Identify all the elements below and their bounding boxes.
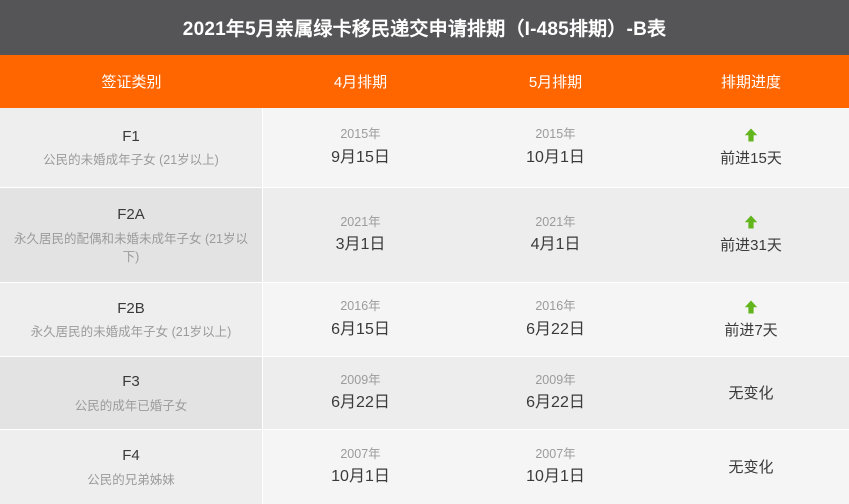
visa-category-code: F1 — [122, 127, 140, 145]
visa-category-code: F4 — [122, 447, 140, 465]
table-title-bar: 2021年5月亲属绿卡移民递交申请排期（I-485排期）-B表 — [0, 0, 849, 55]
cell-visa-category: F2A 永久居民的配偶和未婚未成年子女 (21岁以下) — [0, 188, 263, 282]
progress-label: 前进31天 — [720, 237, 782, 254]
cell-visa-category: F2B 永久居民的未婚成年子女 (21岁以上) — [0, 283, 263, 356]
cell-progress: 前进15天 — [653, 108, 849, 187]
progress-label: 前进7天 — [724, 321, 778, 339]
table-body: F1 公民的未婚成年子女 (21岁以上) 2015年 9月15日 2015年 1… — [0, 108, 849, 504]
april-date-year: 2016年 — [340, 299, 381, 314]
may-date-day: 6月22日 — [526, 394, 585, 412]
visa-category-code: F2A — [117, 206, 145, 224]
april-date-day: 6月22日 — [331, 394, 390, 412]
cell-progress: 前进31天 — [653, 188, 849, 282]
april-date-day: 10月1日 — [331, 468, 390, 486]
progress-label: 无变化 — [728, 458, 774, 476]
may-date-day: 6月22日 — [526, 320, 585, 338]
table-row: F4 公民的兄弟姊妹 2007年 10月1日 2007年 10月1日 无变化 — [0, 430, 849, 504]
table-row: F2A 永久居民的配偶和未婚未成年子女 (21岁以下) 2021年 3月1日 2… — [0, 188, 849, 283]
cell-visa-category: F1 公民的未婚成年子女 (21岁以上) — [0, 108, 263, 187]
cell-april-date: 2015年 9月15日 — [263, 108, 458, 187]
april-date-year: 2007年 — [340, 446, 381, 461]
april-date-year: 2015年 — [340, 127, 381, 142]
cell-april-date: 2007年 10月1日 — [263, 430, 458, 504]
cell-progress: 无变化 — [653, 430, 849, 504]
column-header-may-date: 5月排期 — [528, 74, 583, 91]
cell-visa-category: F3 公民的成年已婚子女 — [0, 357, 263, 429]
cell-may-date: 2016年 6月22日 — [458, 283, 653, 356]
may-date-year: 2021年 — [535, 214, 576, 229]
april-date-day: 9月15日 — [331, 148, 390, 166]
table-row: F3 公民的成年已婚子女 2009年 6月22日 2009年 6月22日 无变化 — [0, 357, 849, 430]
column-header-april-date: 4月排期 — [333, 74, 388, 91]
cell-may-date: 2009年 6月22日 — [458, 357, 653, 429]
may-date-year: 2009年 — [535, 372, 576, 387]
may-date-year: 2015年 — [535, 127, 576, 142]
cell-may-date: 2021年 4月1日 — [458, 188, 653, 282]
visa-category-code: F2B — [117, 299, 145, 317]
cell-april-date: 2021年 3月1日 — [263, 188, 458, 282]
cell-progress: 无变化 — [653, 357, 849, 429]
may-date-day: 10月1日 — [526, 468, 585, 486]
may-date-day: 4月1日 — [530, 236, 581, 254]
may-date-year: 2016年 — [535, 299, 576, 314]
visa-category-description: 公民的未婚成年子女 (21岁以上) — [43, 153, 219, 168]
visa-category-code: F3 — [122, 373, 140, 391]
table-column-header: 签证类别 4月排期 5月排期 排期进度 — [0, 55, 849, 108]
may-date-day: 10月1日 — [526, 148, 585, 166]
progress-label: 无变化 — [728, 384, 774, 402]
april-date-year: 2021年 — [340, 214, 381, 229]
april-date-year: 2009年 — [340, 372, 381, 387]
table-row: F1 公民的未婚成年子女 (21岁以上) 2015年 9月15日 2015年 1… — [0, 108, 849, 188]
may-date-year: 2007年 — [535, 446, 576, 461]
progress-label: 前进15天 — [720, 149, 782, 167]
cell-progress: 前进7天 — [653, 283, 849, 356]
april-date-day: 6月15日 — [331, 320, 390, 338]
page-title: 2021年5月亲属绿卡移民递交申请排期（I-485排期）-B表 — [182, 19, 667, 40]
cell-may-date: 2007年 10月1日 — [458, 430, 653, 504]
table-row: F2B 永久居民的未婚成年子女 (21岁以上) 2016年 6月15日 2016… — [0, 283, 849, 357]
up-arrow-icon — [743, 127, 759, 143]
up-arrow-icon — [743, 299, 759, 315]
visa-category-description: 公民的兄弟姊妹 — [87, 472, 175, 487]
cell-visa-category: F4 公民的兄弟姊妹 — [0, 430, 263, 504]
cell-may-date: 2015年 10月1日 — [458, 108, 653, 187]
up-arrow-icon — [743, 214, 759, 230]
visa-category-description: 公民的成年已婚子女 — [74, 398, 188, 413]
cell-april-date: 2009年 6月22日 — [263, 357, 458, 429]
column-header-progress: 排期进度 — [720, 74, 781, 91]
april-date-day: 3月1日 — [335, 236, 386, 254]
visa-category-description: 永久居民的未婚成年子女 (21岁以上) — [30, 325, 232, 340]
column-header-visa-category: 签证类别 — [101, 74, 162, 91]
visa-category-description: 永久居民的配偶和未婚未成年子女 (21岁以下) — [13, 231, 249, 264]
cell-april-date: 2016年 6月15日 — [263, 283, 458, 356]
